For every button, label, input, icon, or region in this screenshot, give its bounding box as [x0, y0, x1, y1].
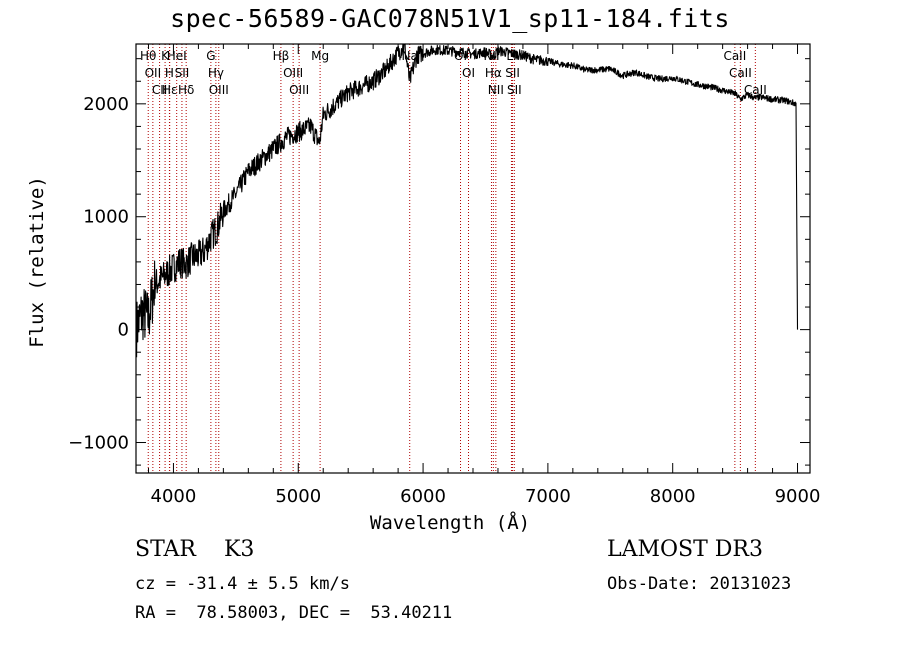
y-tick-label: −1000	[68, 433, 129, 454]
chart-title: spec-56589-GAC078N51V1_sp11-184.fits	[170, 4, 730, 33]
redshift-text: cz = -31.4 ± 5.5 km/s	[135, 574, 350, 594]
y-axis-label: Flux (relative)	[26, 176, 48, 348]
spectral-line-label: Hθ	[140, 49, 156, 63]
x-axis-label: Wavelength (Å)	[369, 512, 531, 534]
spectral-line-label: NII	[488, 83, 504, 97]
x-tick-label: 8000	[650, 486, 696, 507]
x-tick-label: 7000	[525, 486, 571, 507]
x-tick-label: 6000	[400, 486, 446, 507]
x-tick-label: 9000	[775, 486, 821, 507]
spectral-line-label: SII	[507, 83, 522, 97]
spectral-line-label: Hα	[485, 66, 502, 80]
spectral-line-label: H	[165, 66, 174, 80]
spectral-line-label: CII	[152, 83, 167, 97]
x-tick-label: 4000	[151, 486, 197, 507]
spectral-line-label: Hγ	[208, 66, 224, 80]
spectral-line-label: Hδ	[178, 83, 194, 97]
spectral-line-label: Hβ	[273, 49, 290, 63]
spectral-line-label: CaII	[729, 66, 752, 80]
spectral-line-label: OIII	[289, 83, 309, 97]
coordinates-text: RA = 78.58003, DEC = 53.40211	[135, 603, 453, 623]
spectral-line-label: G	[206, 49, 215, 63]
series-layer	[136, 43, 799, 358]
object-class: STAR K3	[135, 537, 255, 562]
spectral-line-label: CaII	[723, 49, 746, 63]
x-tick-label: 5000	[275, 486, 321, 507]
spectral-line-label: OI	[462, 66, 475, 80]
spectral-line-label: OIII	[283, 66, 303, 80]
obs-date: Obs-Date: 20131023	[607, 574, 792, 594]
y-tick-label: 1000	[83, 207, 129, 228]
survey-name: LAMOST DR3	[607, 537, 763, 562]
spectral-line-label: Hε	[162, 83, 178, 97]
spectrum-line	[136, 43, 799, 358]
spectral-labels-layer: Hθ OII CII KH Hε HeI SII Hδ G Hγ OIII Hβ OIII OIII Mg N…	[140, 49, 767, 97]
y-tick-label: 0	[118, 320, 129, 341]
spectral-line-label: SII	[175, 66, 190, 80]
spectral-line-label: OII	[145, 66, 162, 80]
plot-frame	[135, 43, 811, 474]
spectral-line-label: SII	[505, 66, 520, 80]
spectral-line-label: HeI	[167, 49, 187, 63]
y-tick-label: 2000	[83, 94, 129, 115]
axes-layer: 4000 5000 6000 7000 8000 9000 −1000 0 1000 2000	[68, 43, 821, 507]
spectral-line-label: K	[161, 49, 170, 63]
spectral-lines-layer	[147, 44, 756, 473]
spectral-line-label: OIII	[209, 83, 229, 97]
spectral-line-label: Mg	[311, 49, 329, 63]
